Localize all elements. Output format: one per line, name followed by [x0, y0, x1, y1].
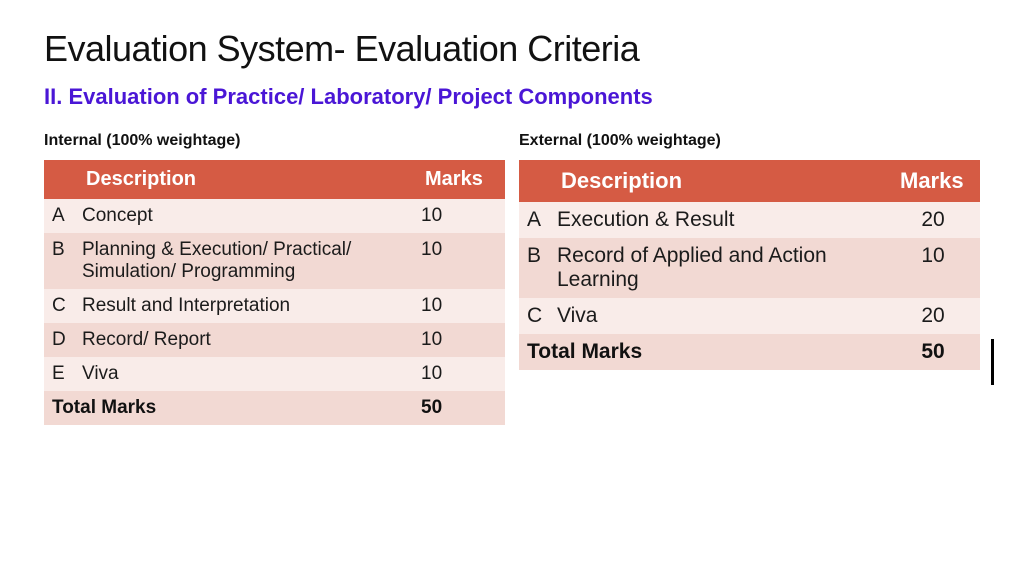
external-header-row: Description Marks: [519, 160, 980, 202]
row-letter: E: [44, 357, 78, 391]
row-description: Viva: [553, 298, 892, 334]
total-row: Total Marks50: [44, 391, 505, 425]
page-subtitle: II. Evaluation of Practice/ Laboratory/ …: [44, 84, 980, 110]
row-letter: C: [519, 298, 553, 334]
table-row: EViva10: [44, 357, 505, 391]
row-marks: 20: [892, 298, 980, 334]
internal-table: Description Marks AConcept10BPlanning & …: [44, 160, 505, 425]
external-header-blank: [519, 160, 553, 202]
internal-table-block: Internal (100% weightage) Description Ma…: [44, 132, 505, 425]
external-header-desc: Description: [553, 160, 892, 202]
table-row: BPlanning & Execution/ Practical/ Simula…: [44, 233, 505, 289]
external-caption: External (100% weightage): [519, 132, 980, 150]
total-label: Total Marks: [519, 334, 892, 370]
row-letter: A: [44, 199, 78, 233]
row-letter: D: [44, 323, 78, 357]
table-row: BRecord of Applied and Action Learning10: [519, 238, 980, 298]
internal-header-blank: [44, 160, 78, 199]
external-header-marks: Marks: [892, 160, 980, 202]
row-description: Result and Interpretation: [78, 289, 417, 323]
external-table-block: External (100% weightage) Description Ma…: [519, 132, 980, 370]
total-marks: 50: [892, 334, 980, 370]
table-row: AExecution & Result20: [519, 202, 980, 238]
total-row: Total Marks50: [519, 334, 980, 370]
row-marks: 10: [417, 323, 505, 357]
internal-tbody: AConcept10BPlanning & Execution/ Practic…: [44, 199, 505, 425]
table-row: AConcept10: [44, 199, 505, 233]
internal-header-marks: Marks: [417, 160, 505, 199]
row-marks: 10: [417, 289, 505, 323]
row-description: Record/ Report: [78, 323, 417, 357]
row-letter: A: [519, 202, 553, 238]
row-letter: B: [519, 238, 553, 298]
total-marks: 50: [417, 391, 505, 425]
row-letter: B: [44, 233, 78, 289]
external-tbody: AExecution & Result20BRecord of Applied …: [519, 202, 980, 370]
row-marks: 10: [417, 357, 505, 391]
table-row: CViva20: [519, 298, 980, 334]
internal-caption: Internal (100% weightage): [44, 132, 505, 150]
row-description: Execution & Result: [553, 202, 892, 238]
page-title: Evaluation System- Evaluation Criteria: [44, 28, 980, 70]
row-description: Viva: [78, 357, 417, 391]
row-marks: 20: [892, 202, 980, 238]
row-letter: C: [44, 289, 78, 323]
table-row: DRecord/ Report10: [44, 323, 505, 357]
total-label: Total Marks: [44, 391, 417, 425]
table-row: CResult and Interpretation10: [44, 289, 505, 323]
slide: Evaluation System- Evaluation Criteria I…: [0, 0, 1024, 445]
internal-header-row: Description Marks: [44, 160, 505, 199]
row-description: Concept: [78, 199, 417, 233]
external-table: Description Marks AExecution & Result20B…: [519, 160, 980, 370]
row-description: Planning & Execution/ Practical/ Simulat…: [78, 233, 417, 289]
row-marks: 10: [417, 199, 505, 233]
row-marks: 10: [417, 233, 505, 289]
tables-row: Internal (100% weightage) Description Ma…: [44, 132, 980, 425]
row-marks: 10: [892, 238, 980, 298]
text-cursor-icon: [991, 339, 994, 385]
row-description: Record of Applied and Action Learning: [553, 238, 892, 298]
internal-header-desc: Description: [78, 160, 417, 199]
